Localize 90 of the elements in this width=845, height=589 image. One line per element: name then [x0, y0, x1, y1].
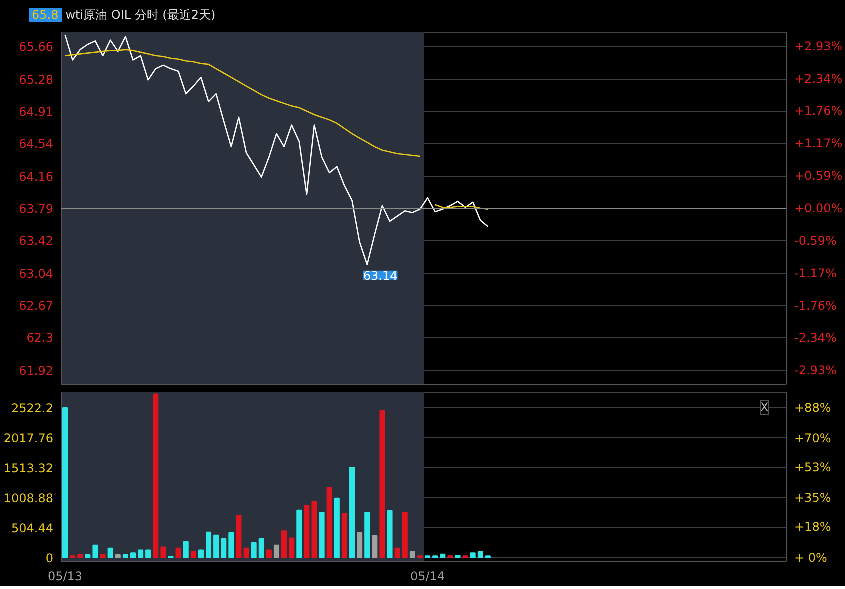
bar [312, 501, 318, 558]
y-tick-label: 1513.32 [4, 461, 54, 476]
bar [244, 548, 250, 558]
bar [190, 551, 196, 558]
y-tick-label: 504.44 [12, 521, 54, 536]
bar [304, 505, 310, 558]
bar [296, 510, 302, 558]
line-series [64, 34, 489, 266]
bar [282, 530, 288, 558]
bar [410, 551, 416, 558]
y-tick-label: 1008.88 [4, 491, 54, 506]
bar [108, 548, 114, 558]
y-tick-label: 63.04 [19, 267, 54, 282]
y2-tick-label: +35% [794, 491, 832, 506]
y2-tick-label: +70% [794, 432, 832, 446]
bar [266, 550, 272, 558]
bar [100, 554, 106, 558]
bar [92, 544, 98, 558]
text: 65.8 [29, 8, 62, 22]
y-tick-label: 63.42 [19, 234, 54, 248]
y2-tick-label: +1.76% [794, 104, 843, 118]
bar [364, 512, 370, 558]
y2-tick-label: -2.34% [794, 331, 837, 346]
y-tick-label: 64.54 [19, 136, 54, 151]
bar [380, 410, 386, 558]
bar [326, 487, 332, 558]
bar [206, 532, 212, 558]
bar [478, 551, 484, 558]
bar [455, 555, 461, 558]
bar [122, 554, 128, 558]
bar [470, 552, 476, 558]
y2-tick-label: +1.17% [794, 136, 843, 151]
bar [228, 532, 234, 558]
chart-title: wti原油 OIL 分时 (最近2天) [66, 8, 216, 22]
y2-tick-label: +88% [794, 400, 832, 415]
y2-tick-label: +0.59% [794, 168, 843, 183]
annotation: X [760, 400, 769, 414]
y2-tick-label: + 0% [794, 550, 828, 565]
bar [78, 554, 84, 558]
bar [334, 498, 340, 558]
y-tick-label: 65.66 [19, 40, 54, 54]
y2-tick-label: -1.17% [794, 266, 837, 280]
bar [138, 550, 144, 558]
bar [274, 544, 280, 558]
bar [130, 552, 136, 558]
bar [258, 538, 264, 558]
bar [115, 554, 121, 558]
bar [251, 542, 257, 558]
bar [62, 407, 68, 558]
bar [440, 554, 446, 558]
y-tick-label: 63.79 [19, 202, 54, 216]
bar [214, 534, 220, 558]
y-tick-label: 65.28 [19, 72, 54, 87]
y-tick-label: 64.16 [19, 170, 54, 184]
bar [289, 538, 295, 558]
y2-tick-label: -1.76% [794, 298, 837, 313]
y2-tick-label: +53% [794, 460, 832, 475]
bar [372, 535, 378, 558]
bar [160, 546, 166, 558]
y2-tick-label: +2.93% [794, 39, 843, 54]
y2-tick-label: -2.93% [794, 364, 837, 378]
y2-tick-label: -0.59% [794, 234, 837, 248]
y2-tick-label: +0.00% [794, 202, 843, 216]
bar [342, 513, 348, 558]
bar [183, 541, 189, 558]
bar [198, 550, 204, 558]
x-tick-label: 05/14 [410, 570, 446, 584]
y2-tick-label: +18% [794, 520, 832, 534]
bar [85, 554, 91, 558]
x-tick-label: 05/13 [48, 570, 83, 584]
bar [236, 515, 242, 558]
bar [221, 538, 227, 558]
bar [402, 512, 408, 558]
y2-tick-label: +2.34% [794, 72, 843, 86]
bar [394, 548, 400, 558]
annotation: 63.14 [363, 268, 398, 283]
y-tick-label: 0 [46, 551, 54, 566]
y-tick-label: 62.3 [26, 331, 54, 346]
bar [153, 394, 159, 558]
y-tick-label: 61.92 [19, 364, 54, 378]
bar [176, 548, 182, 558]
bar [319, 512, 325, 558]
y-tick-label: 62.67 [19, 299, 54, 314]
bar [387, 510, 393, 558]
y-tick-label: 2017.76 [4, 431, 54, 446]
bar [349, 466, 356, 558]
y-tick-label: 2522.2 [12, 401, 54, 416]
y-tick-label: 64.91 [19, 104, 54, 119]
bar [357, 532, 363, 558]
bar [146, 550, 152, 558]
